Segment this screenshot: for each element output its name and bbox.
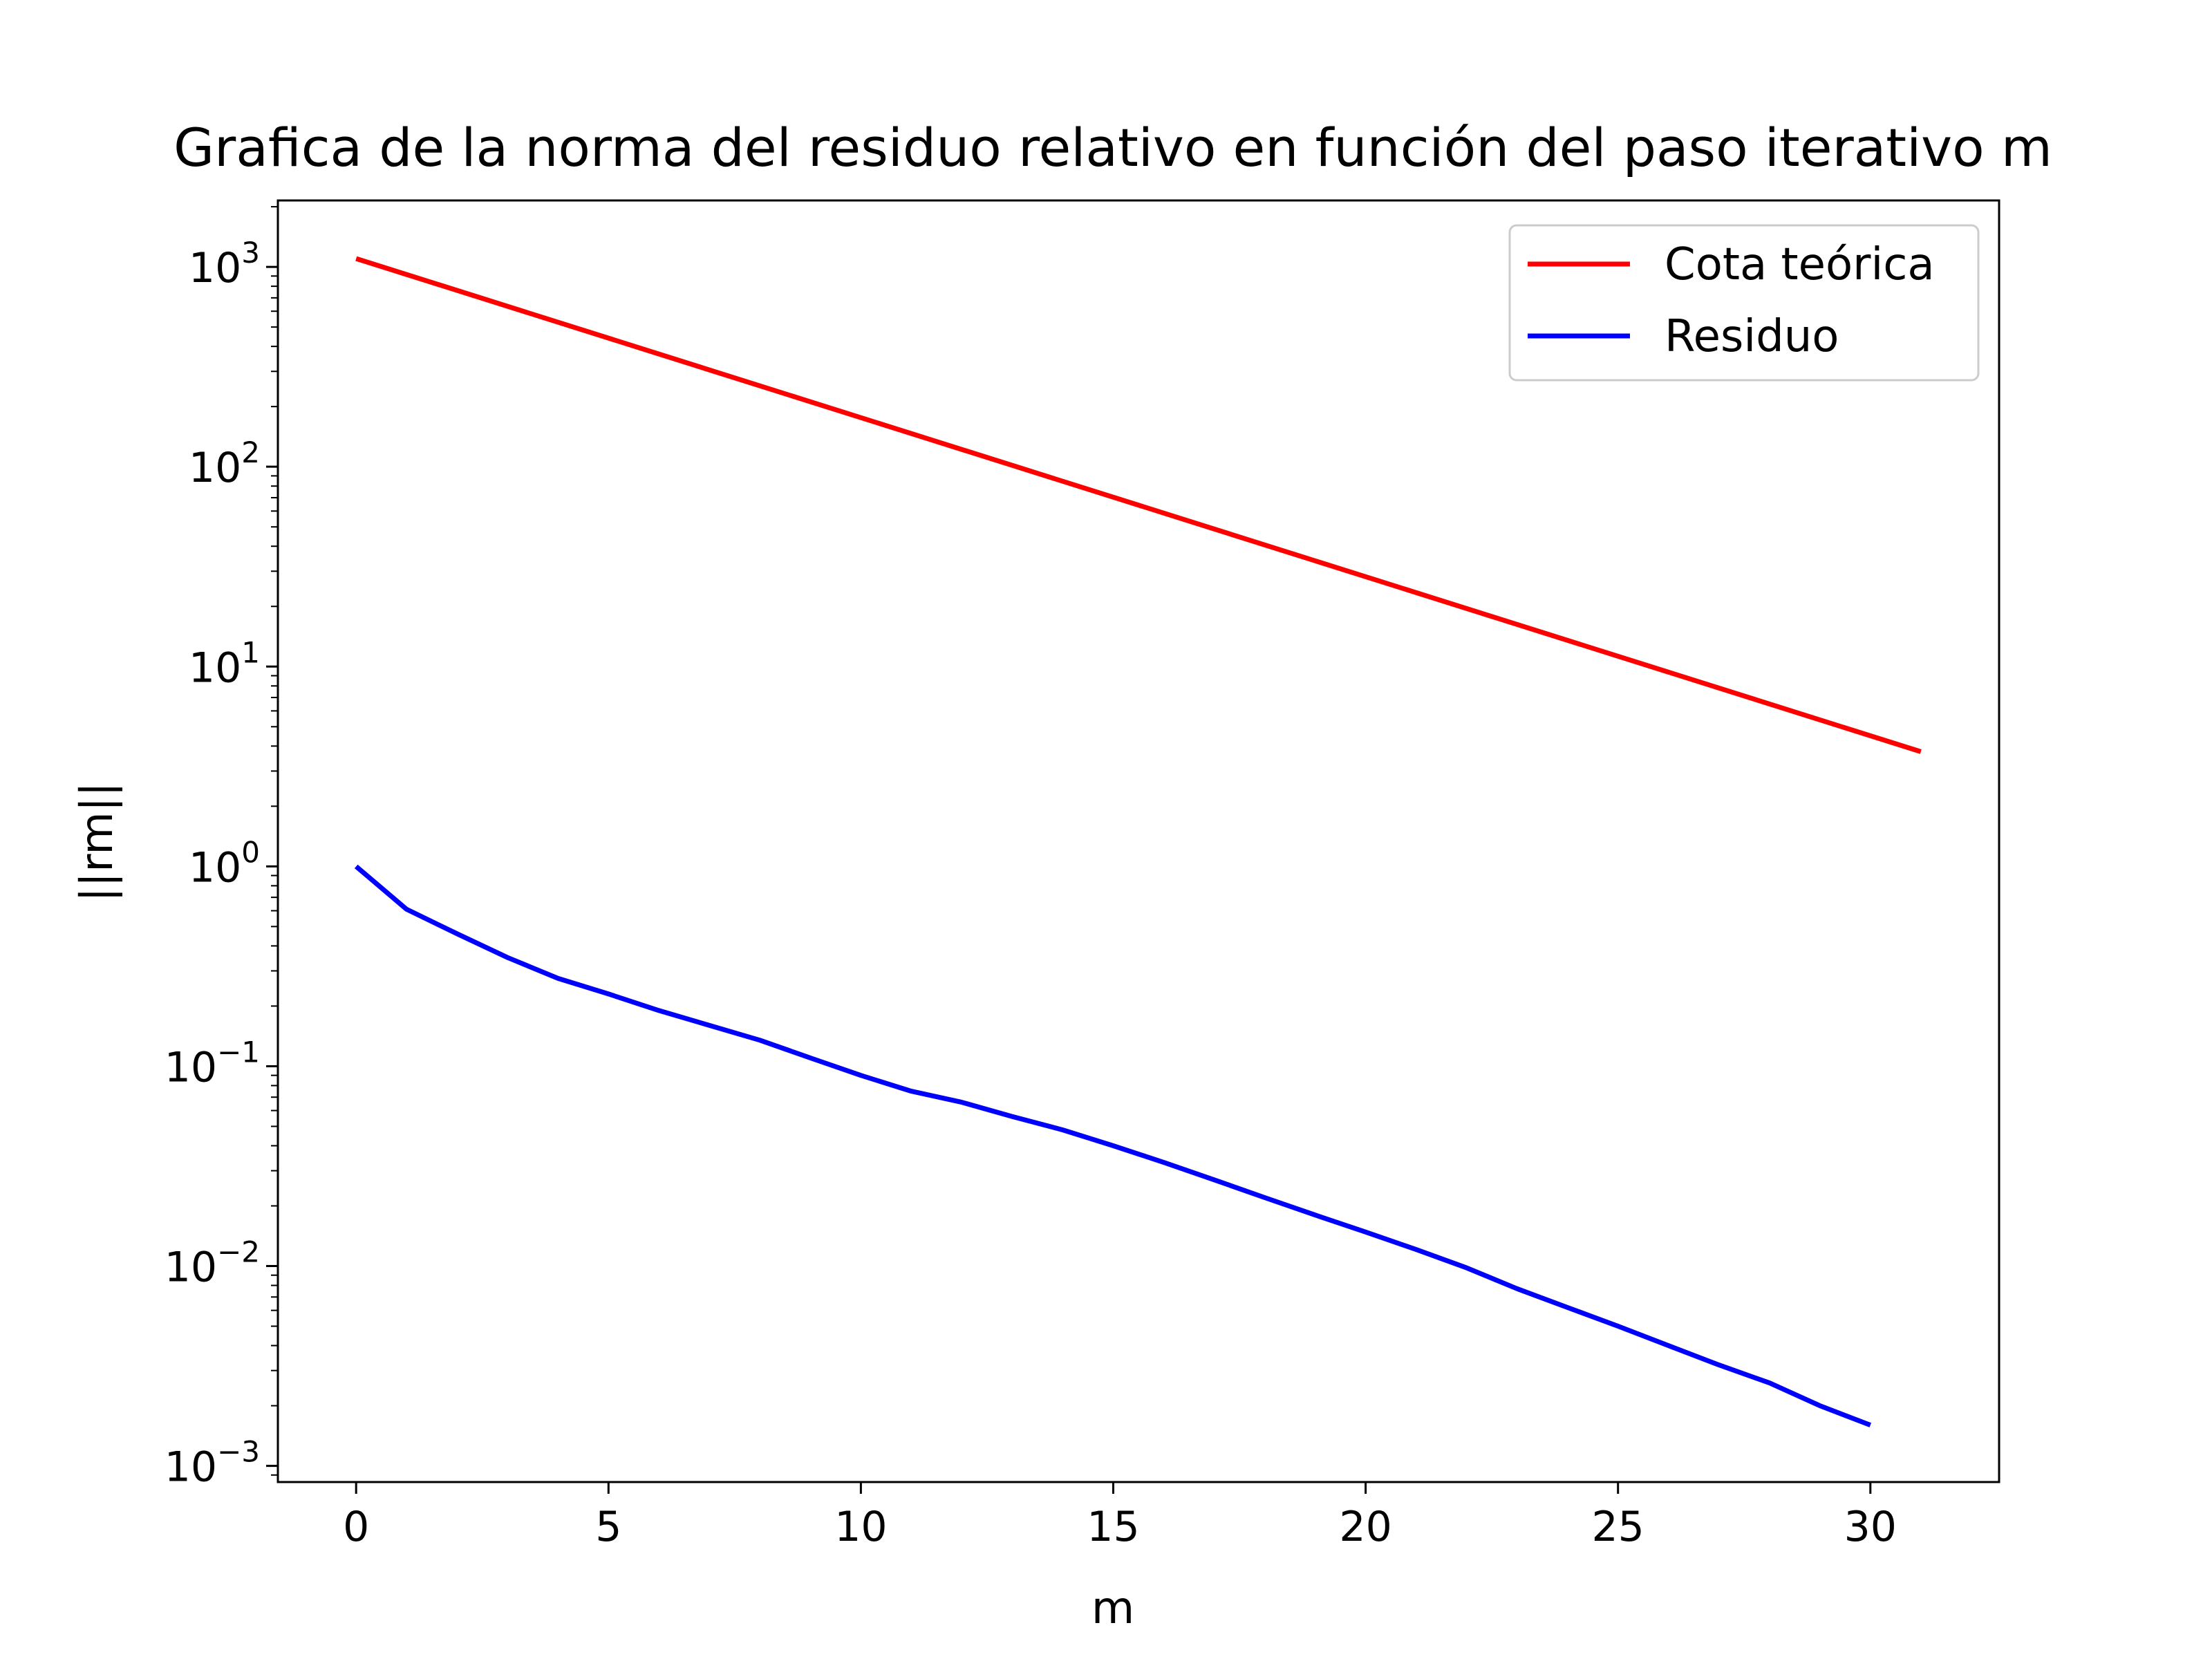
y-tick-label: 10−1 bbox=[165, 1035, 260, 1091]
plot-area-frame bbox=[276, 199, 2000, 1483]
y-tick-label: 101 bbox=[189, 635, 260, 692]
y-tick-label: 102 bbox=[189, 435, 260, 492]
legend-label: Cota teórica bbox=[1665, 239, 1935, 290]
y-tick-label: 10−3 bbox=[165, 1435, 260, 1492]
y-tick-label: 100 bbox=[189, 835, 260, 892]
x-tick-label: 20 bbox=[1339, 1503, 1391, 1551]
x-tick-label: 30 bbox=[1844, 1503, 1897, 1551]
y-axis-label: ||rm|| bbox=[72, 782, 123, 902]
series-line-0 bbox=[355, 256, 1922, 754]
series-line-1 bbox=[354, 864, 1872, 1427]
legend: Cota teórica Residuo bbox=[1508, 224, 1980, 382]
plot-series bbox=[354, 256, 1922, 1427]
x-tick-label: 10 bbox=[834, 1503, 887, 1551]
x-tick-label: 0 bbox=[343, 1503, 369, 1551]
y-tick-label: 10−2 bbox=[165, 1235, 260, 1292]
legend-label: Residuo bbox=[1665, 311, 1839, 362]
chart-title: Grafica de la norma del residuo relativo… bbox=[174, 117, 2052, 178]
x-axis-label: m bbox=[1091, 1583, 1134, 1634]
axes: 0 5 10 15 20 25 30 10−3 10−2 10−1 100 101 102 103 bbox=[165, 199, 2000, 1551]
y-tick-label: 103 bbox=[189, 236, 260, 292]
x-tick-label: 15 bbox=[1087, 1503, 1139, 1551]
x-tick-label: 5 bbox=[595, 1503, 621, 1551]
x-tick-label: 25 bbox=[1592, 1503, 1644, 1551]
